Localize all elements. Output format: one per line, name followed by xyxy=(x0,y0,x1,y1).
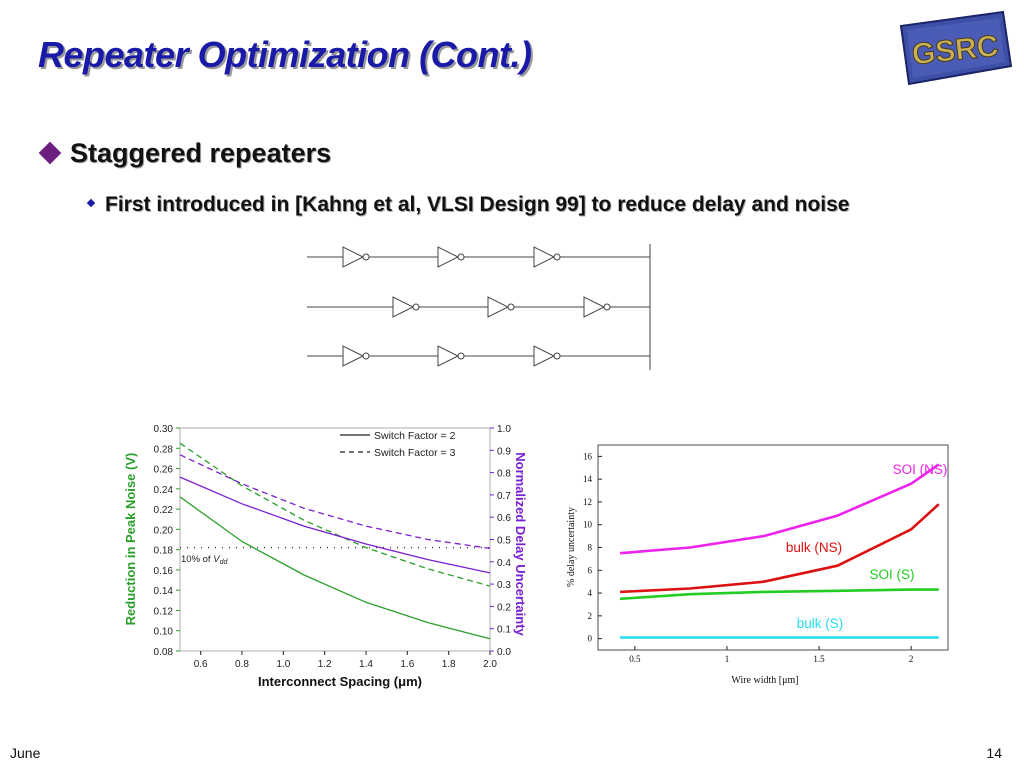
y-left-tick-label: 0.14 xyxy=(154,586,174,597)
annotation-10pct-vdd: 10% of Vdd xyxy=(181,554,228,566)
y-right-tick-label: 0.2 xyxy=(497,602,511,613)
y-tick-label: 4 xyxy=(588,588,593,598)
y-right-tick-label: 0.0 xyxy=(497,647,511,658)
wire-width-chart: 0 2 4 6 8 10 12 14 16 0.5 1 1.5 2 Wire width [μm] % … xyxy=(566,444,949,686)
y-left-tick-label: 0.16 xyxy=(154,566,174,577)
slide-title: Repeater Optimization (Cont.) xyxy=(38,34,532,75)
y-tick-label: 14 xyxy=(583,474,593,484)
buffer-icon xyxy=(533,345,561,367)
series-soi--s- xyxy=(620,588,939,601)
x-tick-label: 0.6 xyxy=(194,659,208,670)
legend-switch-factor-2: Switch Factor = 2 xyxy=(374,430,456,442)
chart1-right-axis-label: Normalized Delay Uncertainty xyxy=(513,452,528,636)
x-tick-label: 1.0 xyxy=(276,659,290,670)
x-tick-label: 1.6 xyxy=(400,659,414,670)
y-tick-label: 12 xyxy=(583,497,592,507)
y-left-tick-label: 0.08 xyxy=(154,647,174,658)
x-tick-label: 2 xyxy=(909,654,914,664)
noise-delay-chart: 0.6 0.8 1.0 1.2 1.4 1.6 1.8 2.0 0.08 0.10 0.12 0.1… xyxy=(123,424,528,689)
y-right-tick-label: 0.5 xyxy=(497,536,511,547)
series-label: SOI (NS) xyxy=(893,462,948,477)
y-right-tick-label: 0.6 xyxy=(497,513,511,524)
y-right-tick-label: 0.3 xyxy=(497,580,511,591)
chart2-y-axis-label: % delay uncertainty xyxy=(566,507,577,587)
y-right-tick-label: 0.8 xyxy=(497,469,511,480)
chart2-x-axis-label: Wire width [μm] xyxy=(731,675,798,686)
x-tick-label: 1.8 xyxy=(442,659,456,670)
series-label: bulk (S) xyxy=(797,616,844,631)
y-right-tick-label: 0.7 xyxy=(497,491,511,502)
y-left-tick-label: 0.20 xyxy=(154,525,174,536)
series-label: SOI (S) xyxy=(869,567,914,582)
series-purple-solid xyxy=(179,476,491,574)
y-tick-label: 16 xyxy=(583,451,593,461)
buffer-icon xyxy=(437,345,465,367)
chart1-left-axis-label: Reduction in Peak Noise (V) xyxy=(123,453,138,626)
x-tick-label: 0.8 xyxy=(235,659,249,670)
y-right-tick-label: 0.1 xyxy=(497,625,511,636)
series-green-solid xyxy=(179,496,491,640)
bullet-kahng-reference: First introduced in [Kahng et al, VLSI D… xyxy=(85,193,849,217)
diamond-bullet-icon xyxy=(38,142,62,165)
chart1-x-axis-label: Interconnect Spacing (μm) xyxy=(258,674,422,689)
bullet-staggered-repeaters: Staggered repeaters xyxy=(38,138,331,169)
gsrc-logo: GSRC xyxy=(899,10,1013,86)
y-left-tick-label: 0.30 xyxy=(154,424,174,435)
footer-date: June xyxy=(10,745,41,761)
x-tick-label: 0.5 xyxy=(629,654,641,664)
staggered-repeater-diagram xyxy=(307,244,651,370)
buffer-icon xyxy=(583,296,611,318)
y-tick-label: 2 xyxy=(588,611,593,621)
small-diamond-bullet-icon xyxy=(86,199,96,208)
y-tick-label: 0 xyxy=(588,634,593,644)
buffer-icon xyxy=(487,296,515,318)
y-left-tick-label: 0.18 xyxy=(154,546,174,557)
buffer-icon xyxy=(342,345,370,367)
series-green-dashed xyxy=(179,442,491,587)
x-tick-label: 2.0 xyxy=(483,659,497,670)
x-tick-label: 1.2 xyxy=(318,659,332,670)
series-soi--ns- xyxy=(619,463,940,555)
x-tick-label: 1 xyxy=(725,654,730,664)
x-tick-label: 1.5 xyxy=(813,654,825,664)
y-right-tick-label: 0.9 xyxy=(497,446,511,457)
series-purple-dashed xyxy=(179,454,491,550)
y-left-tick-label: 0.26 xyxy=(154,465,174,476)
buffer-icon xyxy=(392,296,420,318)
buffer-icon xyxy=(342,246,370,268)
buffer-icon xyxy=(437,246,465,268)
legend-switch-factor-3: Switch Factor = 3 xyxy=(374,447,456,459)
y-right-tick-label: 1.0 xyxy=(497,424,511,435)
series-bulk--ns- xyxy=(620,503,940,594)
y-tick-label: 10 xyxy=(583,520,593,530)
y-left-tick-label: 0.22 xyxy=(154,505,174,516)
y-left-tick-label: 0.24 xyxy=(154,485,174,496)
y-right-tick-label: 0.4 xyxy=(497,558,511,569)
y-tick-label: 8 xyxy=(588,543,593,553)
page-number: 14 xyxy=(986,745,1002,761)
y-left-tick-label: 0.28 xyxy=(154,444,174,455)
buffer-icon xyxy=(533,246,561,268)
x-tick-label: 1.4 xyxy=(359,659,373,670)
chart1-legend: Switch Factor = 2 Switch Factor = 3 xyxy=(340,430,456,459)
y-left-tick-label: 0.12 xyxy=(154,606,174,617)
series-label: bulk (NS) xyxy=(786,540,842,555)
y-tick-label: 6 xyxy=(588,565,593,575)
y-left-tick-label: 0.10 xyxy=(154,627,174,638)
